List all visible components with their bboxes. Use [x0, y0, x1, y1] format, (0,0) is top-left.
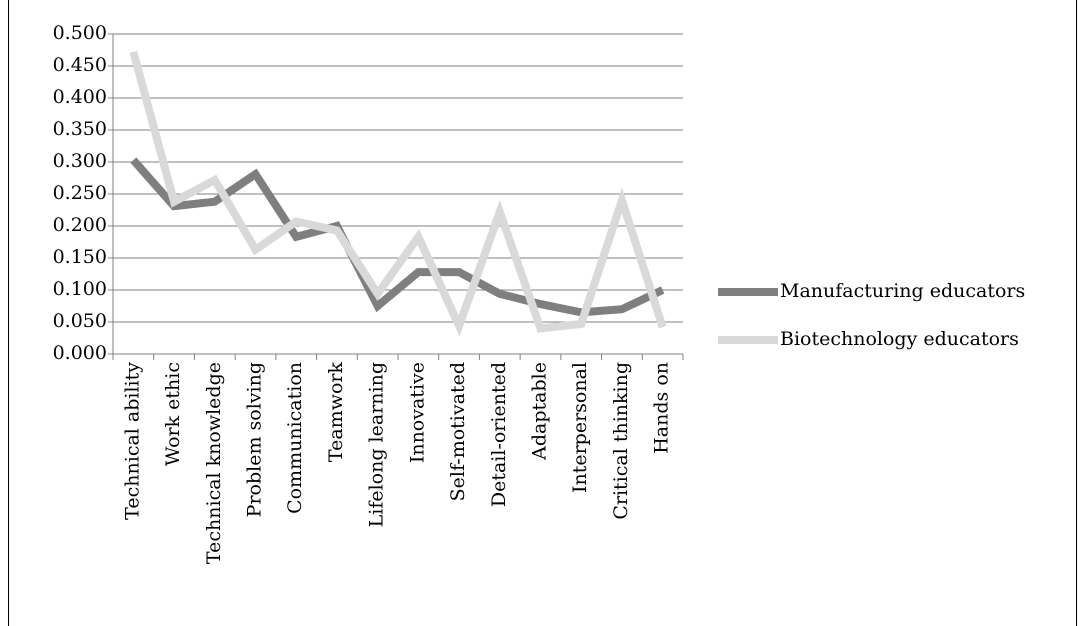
x-tick-label: Problem solving [244, 362, 266, 517]
y-tick-label: 0.500 [53, 22, 107, 44]
x-tick-label: Teamwork [325, 362, 347, 463]
y-tick-label: 0.350 [53, 118, 107, 140]
x-tick-label: Communication [284, 362, 306, 514]
y-tick-label: 0.450 [53, 54, 107, 76]
x-tick-label: Technical knowledge [203, 362, 225, 564]
x-tick-label: Hands on [651, 362, 673, 454]
x-tick-label: Interpersonal [569, 362, 591, 493]
y-tick-label: 0.300 [53, 150, 107, 172]
y-tick-label: 0.000 [53, 342, 107, 364]
x-tick-label: Detail-oriented [488, 362, 510, 507]
legend-label: Biotechnology educators [780, 328, 1019, 350]
y-tick-label: 0.100 [53, 278, 107, 300]
series-line [129, 50, 667, 337]
chart-frame [8, 0, 1077, 626]
x-tick-label: Lifelong learning [366, 362, 388, 527]
y-tick-label: 0.200 [53, 214, 107, 236]
y-tick-label: 0.250 [53, 182, 107, 204]
x-tick-label: Technical ability [121, 362, 143, 520]
y-tick-label: 0.400 [53, 86, 107, 108]
x-tick-label: Work ethic [162, 362, 184, 466]
legend-label: Manufacturing educators [780, 280, 1025, 302]
x-tick-label: Innovative [406, 362, 428, 463]
y-tick-label: 0.050 [53, 310, 107, 332]
y-tick-label: 0.150 [53, 246, 107, 268]
x-tick-label: Critical thinking [610, 362, 632, 520]
x-tick-label: Adaptable [529, 362, 551, 461]
x-tick-label: Self-motivated [447, 362, 469, 501]
